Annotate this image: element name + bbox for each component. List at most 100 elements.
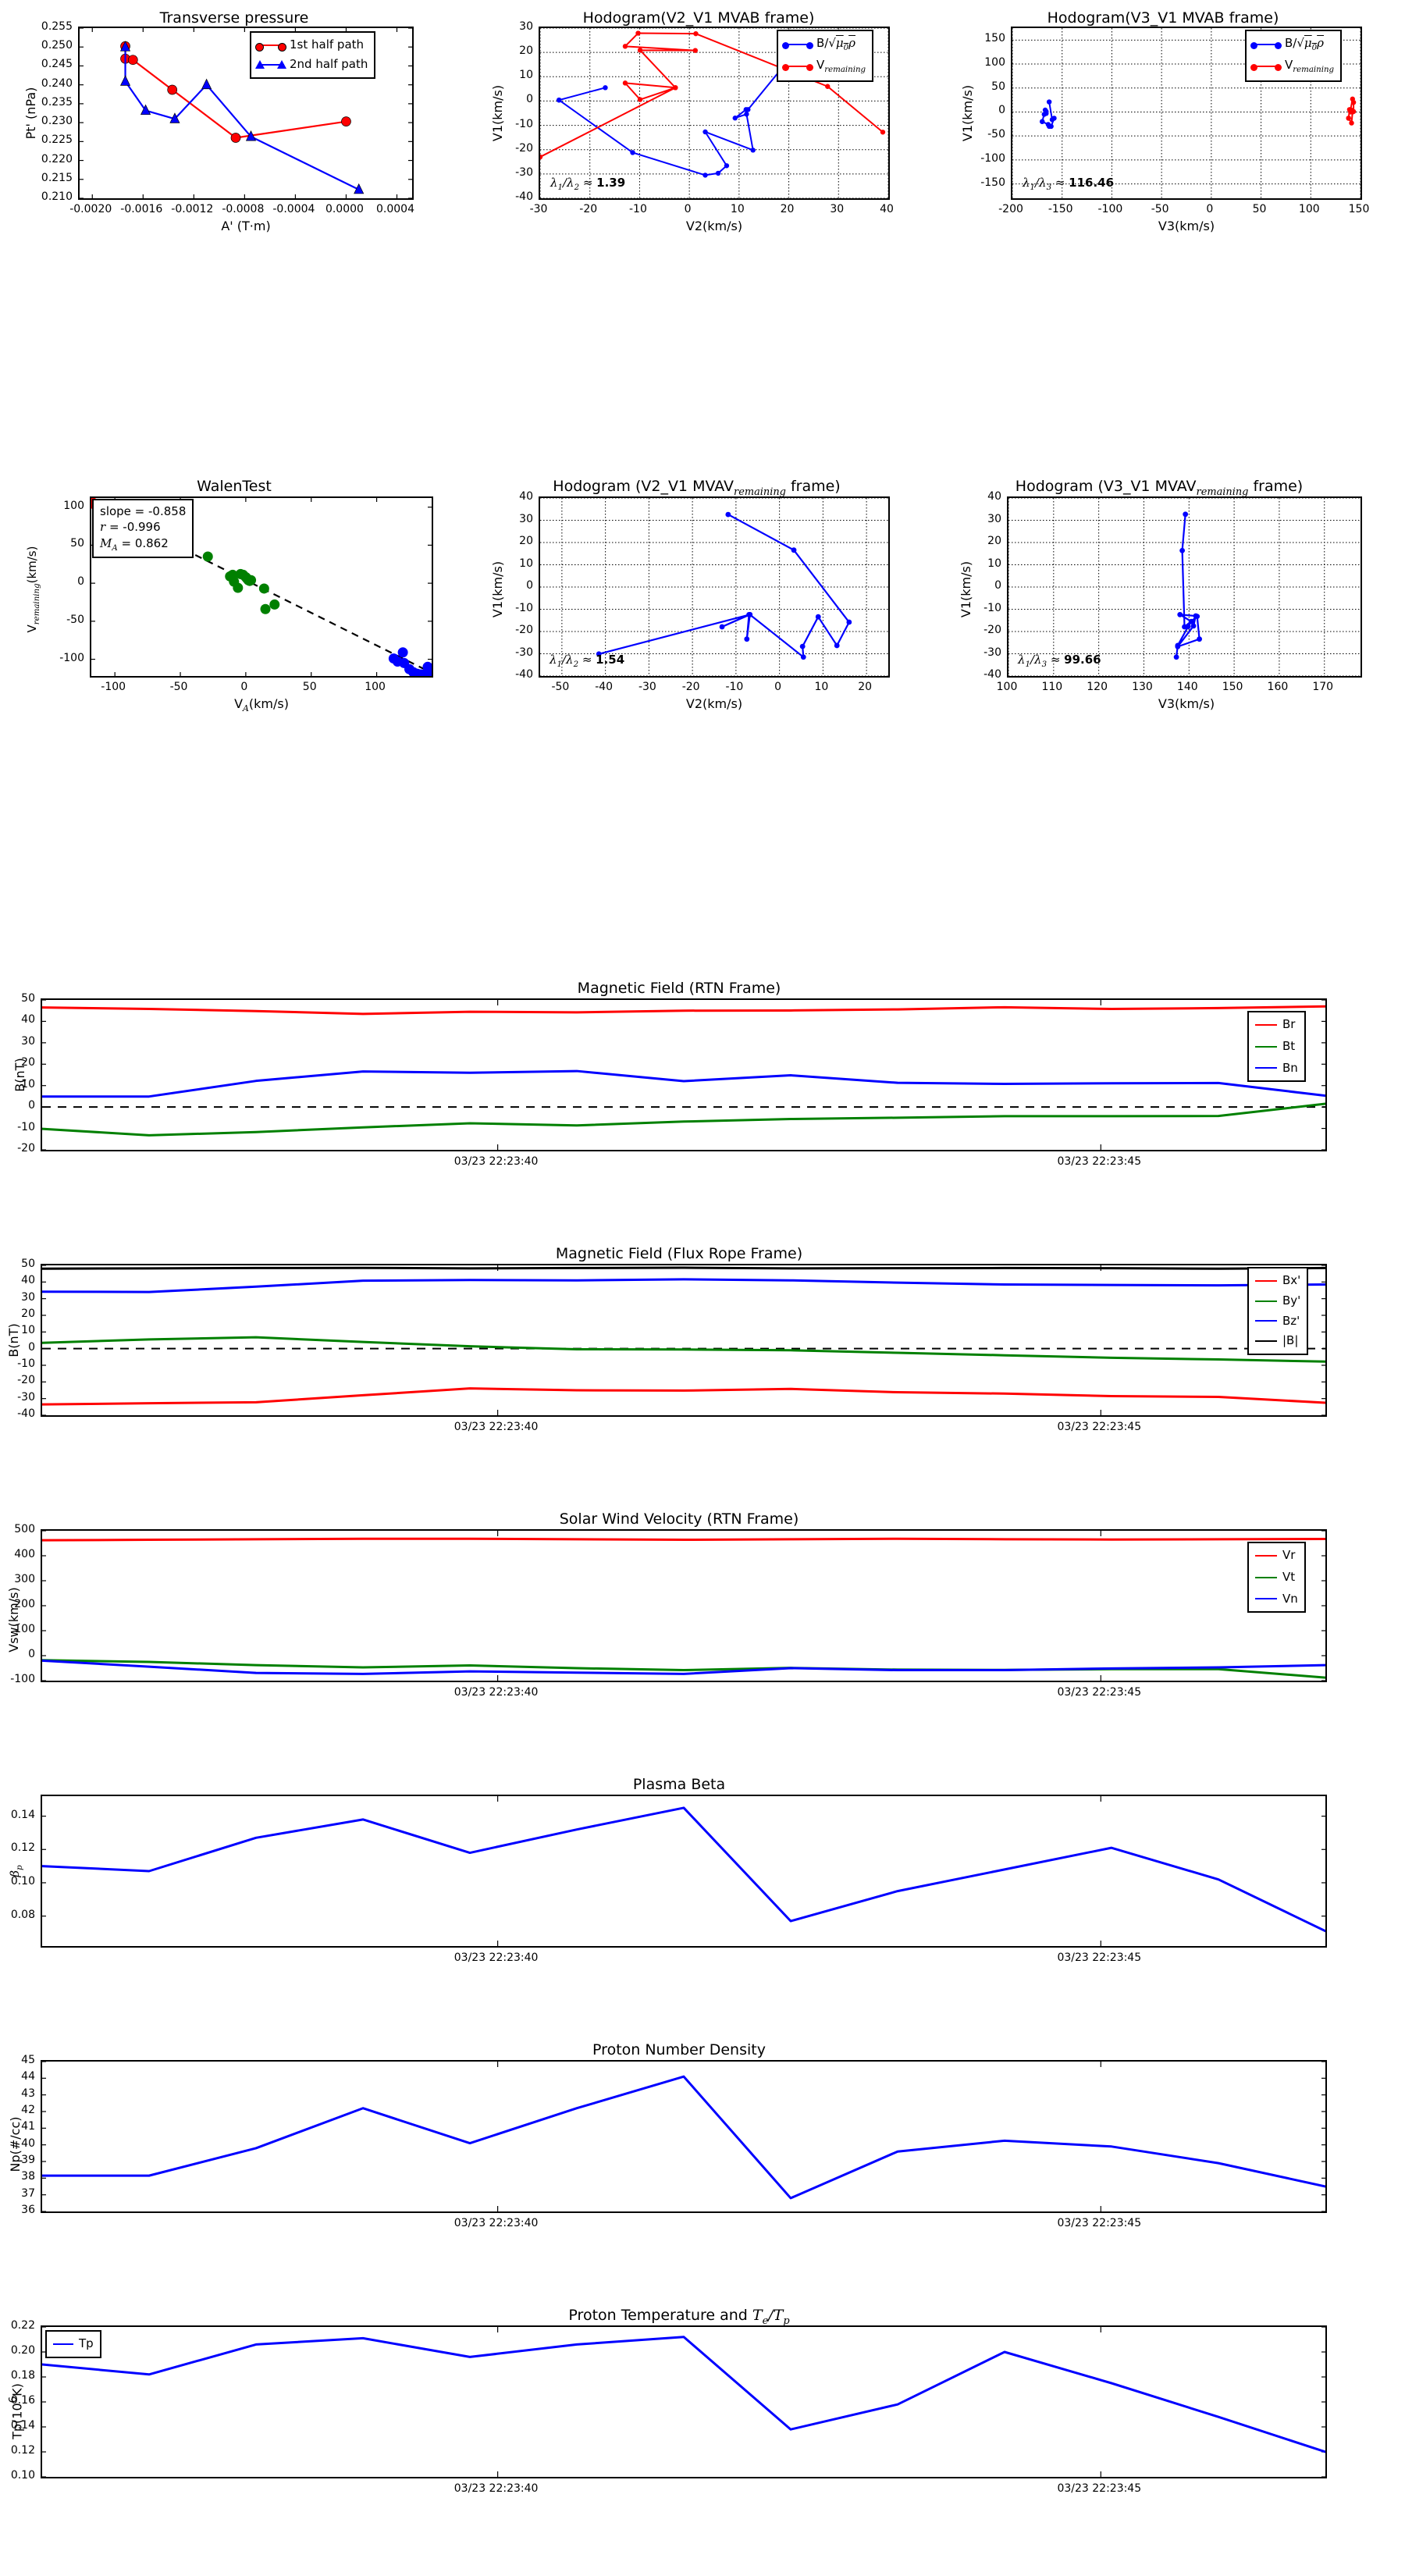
y-tick-label: 200 — [14, 1598, 35, 1610]
x-tick-label: 03/23 22:23:40 — [454, 1686, 539, 1699]
line-swatch-red — [782, 64, 813, 72]
plot-area — [539, 496, 890, 678]
y-tick-label: 0 — [28, 1648, 35, 1660]
x-tick-label: 100 — [996, 681, 1018, 693]
legend-item: Vremaining — [782, 57, 866, 76]
circle-marker — [782, 64, 789, 72]
panel-hodogram-v2v1-mvav: Hodogram (V2_V1 MVAVremaining frame) V2(… — [468, 476, 921, 711]
legend-proton-temperature[interactable]: Tp — [45, 2330, 101, 2358]
legend-item: Br — [1255, 1016, 1298, 1034]
plot-area — [41, 2325, 1327, 2478]
panel-title: Proton Temperature and Te/Tp — [568, 2307, 790, 2327]
x-axis-label: VA(km/s) — [234, 696, 289, 714]
panel-title: Transverse pressure — [159, 9, 309, 27]
x-tick-label: 10 — [730, 203, 745, 215]
stat-r: r = -0.996 — [100, 520, 161, 535]
panel-hodogram-v3v1-mvav: Hodogram (V3_V1 MVAVremaining frame) V3(… — [937, 476, 1397, 711]
line-swatch-red — [1255, 1023, 1277, 1026]
line-swatch-blue — [1250, 42, 1282, 50]
stat-ma: MA = 0.862 — [100, 535, 169, 553]
y-tick-label: -150 — [980, 176, 1005, 189]
y-tick-label: -20 — [515, 624, 533, 636]
y-axis-label: Pt' (nPa) — [23, 87, 38, 140]
y-axis-label: Np(#/cc) — [8, 2116, 23, 2172]
legend-hodogram-v2v1[interactable]: B/√μ0ρ Vremaining — [777, 30, 874, 82]
y-tick-label: -40 — [984, 668, 1001, 681]
y-tick-label: 150 — [984, 32, 1005, 45]
legend-label: Vr — [1282, 1548, 1296, 1562]
panel-proton-temperature: Proton Temperature and Te/Tp Tp(106K) Tp… — [0, 2307, 1405, 2541]
legend-label: Bn — [1282, 1060, 1298, 1075]
y-tick-label: 400 — [14, 1548, 35, 1560]
y-tick-label: 0.215 — [41, 171, 73, 184]
line-swatch-green — [1255, 1300, 1277, 1302]
panel-walen-test: WalenTest VA(km/s) Vremaining(km/s) slop… — [0, 476, 453, 713]
legend-magnetic-rtn[interactable]: Br Bt Bn — [1247, 1011, 1306, 1083]
line-swatch-black — [1255, 1340, 1277, 1343]
x-tick-label: 03/23 22:23:45 — [1057, 1155, 1142, 1168]
eigenvalue-ratio-annotation: λ1/λ2 ≈ 1.39 — [550, 176, 626, 192]
y-tick-label: 0.12 — [10, 2444, 35, 2457]
y-tick-label: 20 — [21, 1056, 35, 1069]
line-swatch-blue — [1255, 1320, 1277, 1322]
x-tick-label: -0.0016 — [120, 203, 163, 215]
legend-label: |B| — [1282, 1333, 1299, 1348]
x-tick-label: 100 — [365, 681, 386, 693]
legend-label: Br — [1282, 1017, 1296, 1031]
eigenvalue-ratio-annotation: λ1/λ2 ≈ 1.54 — [550, 653, 625, 669]
x-tick-label: 50 — [1252, 203, 1267, 215]
y-tick-label: 30 — [21, 1290, 35, 1304]
y-tick-label: 45 — [21, 2054, 35, 2066]
legend-hodogram-v3v1[interactable]: B/√μ0ρ Vremaining — [1245, 30, 1343, 82]
y-tick-label: -10 — [17, 1357, 35, 1370]
legend-label: 2nd half path — [290, 56, 368, 71]
y-tick-label: 10 — [987, 557, 1001, 570]
x-tick-label: 03/23 22:23:45 — [1057, 2482, 1142, 2495]
y-tick-label: 100 — [14, 1623, 35, 1635]
y-tick-label: -100 — [59, 651, 84, 664]
line-swatch-blue — [1255, 1598, 1277, 1600]
x-tick-label: 0 — [774, 681, 782, 693]
panel-title: Solar Wind Velocity (RTN Frame) — [559, 1510, 799, 1528]
x-tick-label: -100 — [101, 681, 126, 693]
x-tick-label: 03/23 22:23:40 — [454, 2217, 539, 2229]
legend-label: Vn — [1282, 1591, 1298, 1606]
y-tick-label: 40 — [21, 1274, 35, 1287]
legend-item: Bt — [1255, 1038, 1298, 1055]
line-swatch-blue — [53, 2343, 73, 2345]
circle-marker — [806, 42, 813, 50]
legend-magnetic-fluxrope[interactable]: Bx' By' Bz' |B| — [1247, 1267, 1309, 1355]
legend-solar-wind[interactable]: Vr Vt Vn — [1247, 1542, 1306, 1614]
y-tick-label: 40 — [21, 1013, 35, 1026]
x-tick-label: 03/23 22:23:40 — [454, 1952, 539, 1964]
line-swatch-red — [1255, 1279, 1277, 1282]
circle-marker — [255, 42, 264, 52]
x-axis-label: V3(km/s) — [1158, 219, 1215, 233]
y-tick-label: 0.08 — [10, 1908, 35, 1921]
x-tick-label: -30 — [529, 203, 548, 215]
y-tick-label: 20 — [519, 44, 533, 58]
legend-item: Bx' — [1255, 1272, 1300, 1290]
y-tick-label: 41 — [21, 2120, 35, 2133]
x-tick-label: -0.0004 — [272, 203, 315, 215]
x-tick-label: -40 — [595, 681, 614, 693]
x-tick-label: 150 — [1348, 203, 1370, 215]
x-tick-label: 120 — [1087, 681, 1108, 693]
x-tick-label: 20 — [858, 681, 873, 693]
x-axis-label: A' (T·m) — [221, 219, 271, 233]
x-tick-label: -0.0012 — [171, 203, 214, 215]
y-tick-label: -50 — [66, 613, 84, 626]
circle-marker — [1275, 64, 1282, 72]
y-tick-label: 50 — [21, 1258, 35, 1270]
legend-label: Vremaining — [816, 57, 866, 74]
x-tick-label: 0 — [1206, 203, 1214, 215]
plot-area — [41, 998, 1327, 1151]
panel-title: Magnetic Field (RTN Frame) — [577, 980, 781, 997]
x-tick-label: -10 — [628, 203, 647, 215]
x-tick-label: 150 — [1222, 681, 1243, 693]
legend-item: Bz' — [1255, 1313, 1300, 1330]
legend-transverse-pressure[interactable]: 1st half path 2nd half path — [250, 31, 376, 79]
y-tick-label: -20 — [17, 1142, 35, 1155]
y-tick-label: 42 — [21, 2104, 35, 2116]
legend-item: Tp — [53, 2336, 94, 2353]
